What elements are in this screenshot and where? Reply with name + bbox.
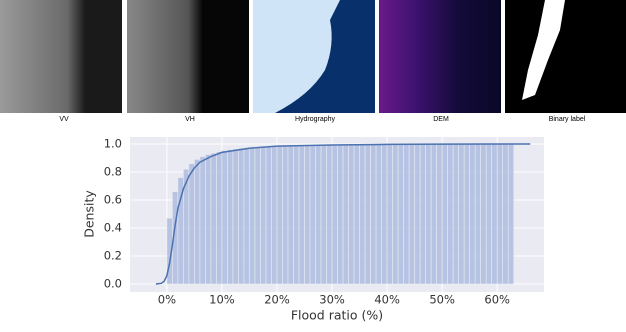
image-panels [0,0,626,113]
x-tick-label: 10% [209,293,235,307]
bar [353,143,360,285]
y-tick-label: 0.4 [104,221,122,235]
x-axis-label: Flood ratio (%) [291,308,383,323]
bar [293,144,300,285]
bar [496,143,504,285]
bar [458,143,465,285]
bar [227,149,234,285]
bar [392,143,399,285]
x-tick-label: 20% [264,293,290,307]
bar [386,143,393,285]
bar [419,143,426,285]
bar [199,156,206,285]
x-tick-label: 60% [484,293,510,307]
bar [188,163,195,285]
water-shape [275,0,375,113]
bar [238,147,245,285]
bar [320,144,327,285]
bar [331,144,338,285]
bar [452,143,459,285]
bar [359,143,366,285]
y-tick-label: 0.8 [104,165,122,179]
vh-image [127,0,249,113]
bar [216,151,223,285]
bar [326,144,333,285]
vv-image [0,0,122,113]
bar [474,143,481,285]
dem-image [379,0,501,113]
bar [210,152,217,285]
bar [309,144,316,285]
bar [370,143,377,285]
bar [287,145,294,285]
y-tick-label: 0.2 [104,249,122,263]
bar [397,143,404,285]
x-tick-label: 50% [429,293,455,307]
bar [315,144,322,285]
panel-label: VV [59,116,69,123]
x-tick-label: 40% [374,293,400,307]
bar [447,143,454,285]
bar [403,143,410,285]
bar [254,146,261,285]
bar [348,144,355,285]
y-tick-label: 0.6 [104,193,122,207]
bar [408,143,415,285]
bar [337,144,344,285]
bar [502,143,509,285]
bar [375,143,382,285]
bar [364,143,371,285]
bar [430,143,437,285]
bar [507,143,515,285]
bar [480,143,487,285]
panel-label: DEM [433,116,449,123]
bar [243,147,250,285]
bar [221,150,228,285]
bar [491,143,498,285]
bar [304,144,311,285]
bar [232,148,239,285]
bar [441,143,448,285]
y-tick-label: 1.0 [104,137,122,151]
bar [436,143,443,285]
x-tick-label: 30% [319,293,345,307]
y-axis-label: Density [82,190,97,238]
bar [381,143,388,285]
bar [342,144,349,285]
bar [249,146,256,285]
bar [469,143,476,285]
bar [282,145,289,285]
bar [298,144,305,285]
cdf-line [155,143,531,285]
bar [271,145,278,285]
bar [425,143,432,285]
bar [463,143,470,285]
bar [265,145,272,285]
panel-label: Hydrography [295,116,336,123]
flood-shape [522,0,565,100]
panel-label: Binary label [549,116,586,123]
bar [194,159,201,285]
bar [414,143,421,285]
x-tick-label: 0% [158,293,176,307]
y-tick-label: 0.0 [104,277,122,291]
bar [276,145,283,285]
bar [205,154,212,285]
bar [485,143,492,285]
panel-label: VH [185,116,195,123]
bar [260,146,267,285]
